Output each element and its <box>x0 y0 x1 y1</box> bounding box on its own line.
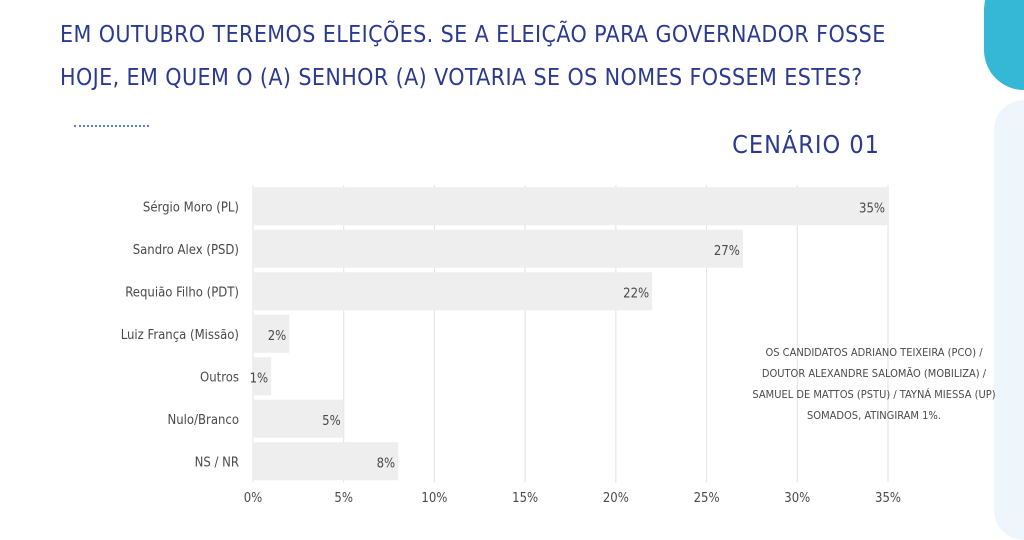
x-tick-label: 20% <box>603 491 629 506</box>
category-label: Requião Filho (PDT) <box>125 285 239 300</box>
bar-chart: Sérgio Moro (PL) 35% Sandro Alex (PSD) 27% R… <box>121 185 901 506</box>
decorative-side-panel <box>994 100 1024 540</box>
question-title: EM OUTUBRO TEREMOS ELEIÇÕES. SE A ELEIÇÃ… <box>60 22 886 91</box>
x-tick-label: 30% <box>784 491 810 506</box>
category-label: Nulo/Branco <box>168 413 240 428</box>
value-label: 1% <box>250 371 269 386</box>
bar <box>253 357 272 396</box>
footnote: OS CANDIDATOS ADRIANO TEIXEIRA (PCO) / D… <box>752 346 996 422</box>
x-tick-label: 10% <box>421 491 447 506</box>
x-tick-label: 0% <box>244 491 263 506</box>
bar <box>253 399 344 438</box>
bar <box>253 442 399 481</box>
category-label: Sandro Alex (PSD) <box>133 243 239 258</box>
bar <box>253 187 888 226</box>
x-tick-label: 25% <box>694 491 720 506</box>
category-label: Luiz França (Missão) <box>121 328 239 343</box>
value-label: 27% <box>714 244 740 259</box>
value-label: 2% <box>268 329 287 344</box>
value-label: 22% <box>623 286 649 301</box>
x-tick-label: 5% <box>334 491 353 506</box>
bar <box>253 229 743 268</box>
category-label: NS / NR <box>195 455 239 470</box>
x-tick-label: 35% <box>875 491 901 506</box>
value-label: 35% <box>859 201 885 216</box>
value-label: 8% <box>377 456 396 471</box>
scenario-label: CENÁRIO 01 <box>732 130 880 159</box>
value-label: 5% <box>322 414 341 429</box>
category-label: Sérgio Moro (PL) <box>143 200 239 215</box>
title-divider <box>74 125 149 127</box>
bar <box>253 314 290 353</box>
bar <box>253 272 653 311</box>
x-tick-label: 15% <box>512 491 538 506</box>
category-label: Outros <box>200 370 239 385</box>
